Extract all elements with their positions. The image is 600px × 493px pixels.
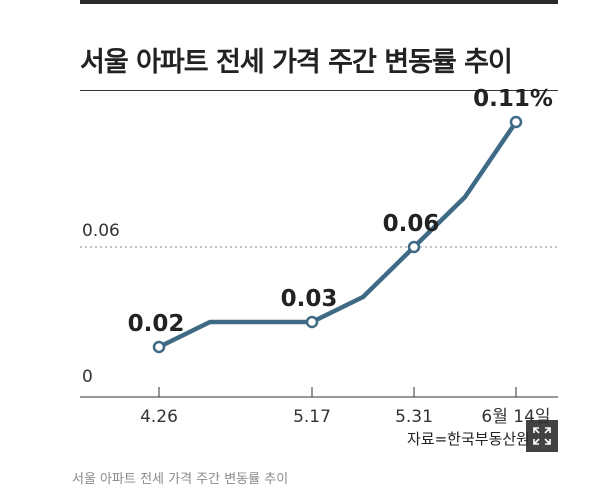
chart-title: 서울 아파트 전세 가격 주간 변동률 추이 [80, 47, 513, 78]
x-tick-label: 5.31 [395, 407, 433, 427]
y-tick-label: 0 [82, 367, 93, 387]
x-tick-label: 5.17 [293, 407, 331, 427]
title-divider [80, 90, 558, 91]
data-point-marker [152, 340, 166, 354]
expand-button[interactable] [526, 420, 558, 452]
image-caption: 서울 아파트 전세 가격 주간 변동률 추이 [72, 472, 289, 487]
data-label: 0.06 [383, 211, 440, 237]
y-tick-label: 0.06 [82, 221, 120, 241]
data-label: 0.03 [281, 286, 338, 312]
data-point-marker [509, 115, 523, 129]
chart-figure: 서울 아파트 전세 가격 주간 변동률 추이 0 0.06 4.26 5.17 5.31… [80, 0, 558, 448]
top-rule [80, 0, 558, 4]
series-line [156, 119, 519, 350]
source-text: 자료=한국부동산원 [407, 430, 530, 448]
data-label: 0.11% [473, 86, 553, 112]
data-point-marker [407, 240, 421, 254]
x-tick-label: 4.26 [140, 407, 178, 427]
data-point-marker [305, 315, 319, 329]
data-label: 0.02 [128, 311, 185, 337]
expand-icon [533, 427, 551, 445]
